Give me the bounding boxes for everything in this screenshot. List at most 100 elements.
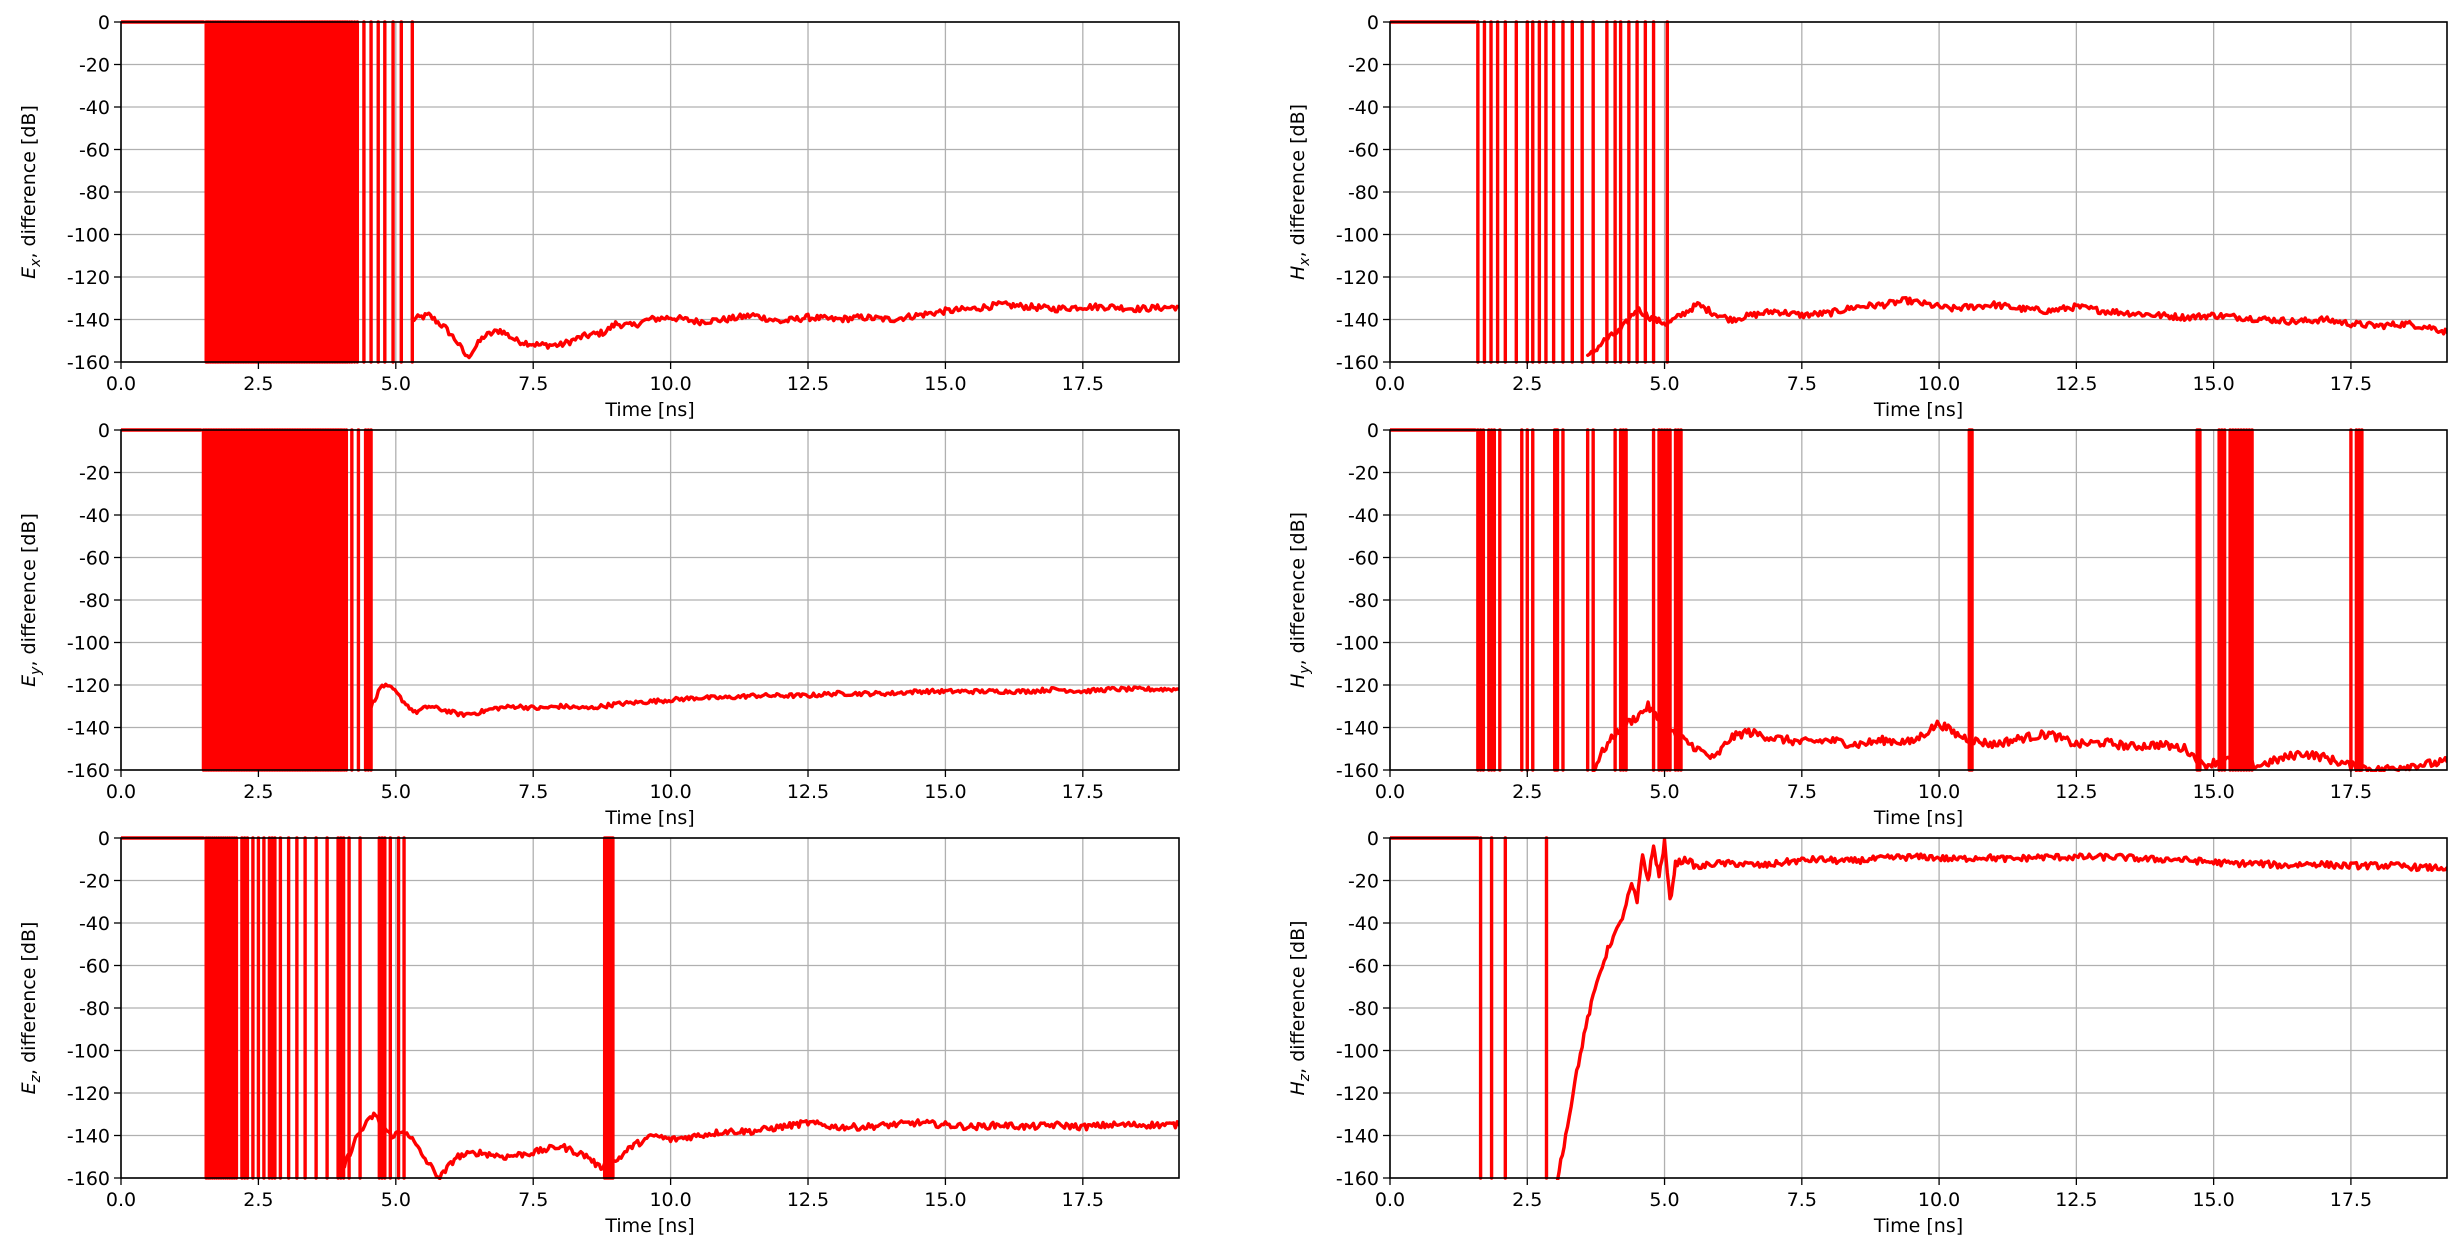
x-tick-label: 0.0 bbox=[1375, 781, 1405, 803]
x-tick-label: 2.5 bbox=[243, 781, 273, 803]
x-tick-label: 12.5 bbox=[787, 373, 829, 395]
x-tick-label: 7.5 bbox=[1787, 1189, 1817, 1211]
y-tick-label: -20 bbox=[79, 55, 110, 77]
y-axis-label-symbol: H bbox=[1287, 266, 1309, 280]
y-axis-label-subscript: x bbox=[28, 258, 44, 268]
y-tick-label: -60 bbox=[79, 140, 110, 162]
x-tick-label: 10.0 bbox=[649, 781, 691, 803]
panel-hx: 0.0 2.5 5.0 7.5 10.0 12.5 15.0 17.5 0 -20 -40 -60 -8… bbox=[1287, 12, 2448, 421]
y-tick-label: -160 bbox=[67, 1168, 110, 1190]
panel-hy: 0.0 2.5 5.0 7.5 10.0 12.5 15.0 17.5 0 -20 -40 -60 -8… bbox=[1287, 420, 2448, 829]
x-axis-label: Time [ns] bbox=[604, 399, 694, 421]
x-tick-label: 15.0 bbox=[2192, 1189, 2234, 1211]
x-tick-label: 5.0 bbox=[381, 781, 411, 803]
y-tick-label: -160 bbox=[67, 352, 110, 374]
y-tick-label: -40 bbox=[1348, 913, 1379, 935]
x-tick-label: 15.0 bbox=[2192, 373, 2234, 395]
series-group bbox=[121, 20, 1179, 364]
x-tick-label: 5.0 bbox=[1649, 1189, 1679, 1211]
x-tick-label: 12.5 bbox=[2055, 781, 2097, 803]
x-tick-label: 2.5 bbox=[1512, 781, 1542, 803]
y-axis-label-text: , difference [dB] bbox=[18, 513, 40, 666]
y-axis-label-text: , difference [dB] bbox=[1287, 104, 1309, 257]
y-tick-label: -60 bbox=[1348, 548, 1379, 570]
x-tick-label: 7.5 bbox=[518, 373, 548, 395]
x-tick-label: 7.5 bbox=[1787, 781, 1817, 803]
y-axis-label: Ey, difference [dB] bbox=[18, 513, 44, 687]
y-tick-label: -60 bbox=[79, 956, 110, 978]
x-tick-label: 0.0 bbox=[106, 373, 136, 395]
y-tick-label: -40 bbox=[79, 97, 110, 119]
panel-hz: 0.0 2.5 5.0 7.5 10.0 12.5 15.0 17.5 0 -20 -40 -60 -8… bbox=[1287, 828, 2448, 1237]
x-tick-label: 7.5 bbox=[1787, 373, 1817, 395]
x-tick-label: 15.0 bbox=[924, 781, 966, 803]
x-tick-label: 12.5 bbox=[787, 1189, 829, 1211]
y-tick-label: -20 bbox=[79, 871, 110, 893]
x-tick-label: 12.5 bbox=[787, 781, 829, 803]
y-axis-label-subscript: z bbox=[1297, 1073, 1313, 1082]
y-tick-label: -140 bbox=[67, 310, 110, 332]
y-tick-label: -140 bbox=[67, 1126, 110, 1148]
y-axis-label-subscript: y bbox=[28, 666, 44, 676]
y-tick-label: -40 bbox=[1348, 505, 1379, 527]
y-axis-label-text: , difference [dB] bbox=[1287, 512, 1309, 665]
y-tick-label: -100 bbox=[1336, 633, 1379, 655]
x-tick-label: 10.0 bbox=[649, 373, 691, 395]
y-axis-label-subscript: y bbox=[1297, 665, 1313, 675]
series-line bbox=[1555, 837, 2447, 1180]
series-group bbox=[1390, 20, 2447, 364]
y-tick-label: 0 bbox=[1367, 420, 1379, 442]
y-tick-label: -40 bbox=[1348, 97, 1379, 119]
y-tick-label: -160 bbox=[1336, 352, 1379, 374]
x-tick-label: 15.0 bbox=[924, 1189, 966, 1211]
y-tick-label: -100 bbox=[1336, 225, 1379, 247]
x-tick-label: 10.0 bbox=[649, 1189, 691, 1211]
series-line bbox=[1591, 700, 2447, 772]
y-tick-label: -80 bbox=[1348, 590, 1379, 612]
series-line bbox=[339, 1111, 1179, 1180]
y-tick-label: -60 bbox=[1348, 140, 1379, 162]
y-tick-label: 0 bbox=[1367, 12, 1379, 34]
x-tick-label: 17.5 bbox=[1062, 373, 1104, 395]
y-tick-label: -120 bbox=[67, 1083, 110, 1105]
y-axis-label: Hz, difference [dB] bbox=[1287, 920, 1313, 1095]
y-axis-label-symbol: E bbox=[18, 1082, 40, 1094]
y-tick-label: -80 bbox=[79, 998, 110, 1020]
y-axis-label-text: , difference [dB] bbox=[18, 922, 40, 1075]
y-tick-label: -40 bbox=[79, 913, 110, 935]
y-axis-label-symbol: H bbox=[1287, 674, 1309, 688]
x-axis-label: Time [ns] bbox=[604, 1215, 694, 1237]
y-axis-label-text: , difference [dB] bbox=[1287, 920, 1309, 1073]
x-tick-label: 0.0 bbox=[1375, 373, 1405, 395]
y-tick-label: -120 bbox=[67, 267, 110, 289]
y-axis-label: Hy, difference [dB] bbox=[1287, 512, 1313, 688]
y-tick-label: -20 bbox=[1348, 55, 1379, 77]
y-tick-label: -120 bbox=[1336, 675, 1379, 697]
x-tick-label: 5.0 bbox=[381, 373, 411, 395]
x-tick-label: 10.0 bbox=[1918, 1189, 1960, 1211]
panel-ex: 0.0 2.5 5.0 7.5 10.0 12.5 15.0 17.5 0 -20 -40 -60 -8… bbox=[18, 12, 1180, 421]
x-tick-label: 10.0 bbox=[1918, 373, 1960, 395]
x-tick-label: 5.0 bbox=[1649, 781, 1679, 803]
y-tick-label: -20 bbox=[1348, 871, 1379, 893]
series-line bbox=[369, 682, 1179, 718]
y-axis-label: Hx, difference [dB] bbox=[1287, 104, 1313, 280]
y-tick-label: -140 bbox=[67, 718, 110, 740]
series-group bbox=[1390, 836, 2447, 1180]
y-tick-label: -60 bbox=[1348, 956, 1379, 978]
x-tick-label: 7.5 bbox=[518, 781, 548, 803]
x-tick-label: 17.5 bbox=[1062, 1189, 1104, 1211]
y-tick-label: -100 bbox=[67, 225, 110, 247]
y-axis-label-symbol: E bbox=[18, 267, 40, 279]
x-tick-label: 5.0 bbox=[1649, 373, 1679, 395]
panel-ez: 0.0 2.5 5.0 7.5 10.0 12.5 15.0 17.5 0 -20 -40 -60 -8… bbox=[18, 828, 1180, 1237]
x-tick-label: 2.5 bbox=[1512, 1189, 1542, 1211]
y-tick-label: -160 bbox=[1336, 1168, 1379, 1190]
y-tick-label: -100 bbox=[67, 633, 110, 655]
x-tick-label: 12.5 bbox=[2055, 1189, 2097, 1211]
x-tick-label: 12.5 bbox=[2055, 373, 2097, 395]
y-tick-label: -100 bbox=[1336, 1041, 1379, 1063]
y-tick-label: -80 bbox=[79, 182, 110, 204]
y-tick-label: -160 bbox=[1336, 760, 1379, 782]
x-tick-label: 2.5 bbox=[243, 373, 273, 395]
